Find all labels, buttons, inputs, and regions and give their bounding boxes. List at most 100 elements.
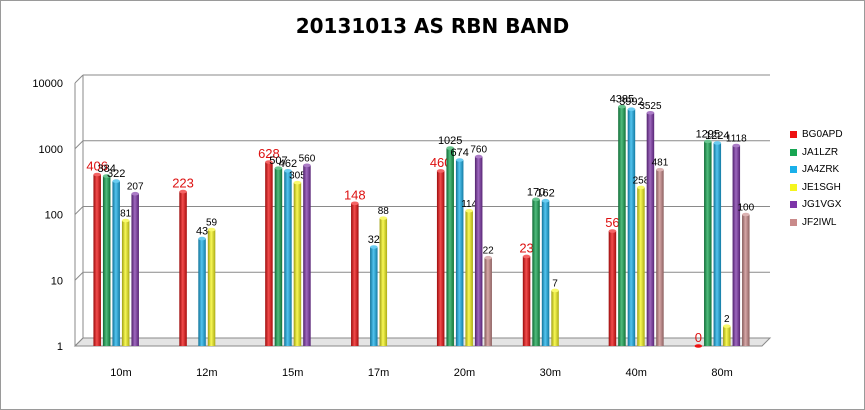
bar-cap — [627, 107, 636, 112]
legend-item: JA4ZRK — [790, 161, 843, 179]
legend-swatch — [790, 166, 797, 174]
bar-cap — [618, 104, 626, 109]
bar-bg0apd — [179, 191, 187, 346]
bar-ja4zrk — [455, 160, 464, 346]
y-tick-label: 10000 — [32, 78, 63, 90]
legend-label: JA4ZRK — [802, 164, 840, 176]
bar-cap — [465, 208, 473, 213]
bar-cap — [522, 254, 531, 259]
bar-jg1vgx — [303, 165, 311, 346]
bar-cap — [284, 168, 292, 173]
legend-item: JA1LZR — [790, 144, 843, 162]
bar-je1sgh — [121, 220, 130, 346]
bar-cap — [608, 229, 617, 233]
bar-bg0apd — [351, 203, 359, 346]
bar-cap — [93, 172, 101, 177]
data-label: 56 — [605, 215, 619, 230]
bar-je1sgh — [723, 326, 731, 346]
legend-swatch — [790, 183, 797, 191]
data-label: 170 — [527, 186, 545, 198]
bar-je1sgh — [207, 229, 216, 346]
legend-swatch — [790, 218, 797, 226]
bar-cap — [446, 146, 454, 150]
data-label: 322 — [107, 168, 125, 180]
bar-cap — [102, 174, 111, 178]
legend-label: JE1SGH — [802, 181, 841, 193]
bar-ja1lzr — [102, 176, 111, 346]
bar-ja1lzr — [704, 141, 712, 346]
gridline-diagonal — [74, 206, 84, 215]
bar-cap — [742, 212, 750, 217]
bar-cap — [541, 198, 550, 203]
legend-item: JG1VGX — [790, 196, 843, 214]
x-tick-label: 40m — [625, 367, 646, 379]
y-tick-label: 10 — [51, 275, 63, 287]
bar-ja4zrk — [541, 200, 550, 346]
bar-bg0apd — [608, 231, 617, 346]
data-label: 43 — [196, 226, 208, 238]
data-label: 507 — [269, 155, 287, 167]
bar-cap — [656, 167, 664, 172]
chart-legend: BG0APD JA1LZR JA4ZRK JE1SGH JG1VGX JF2IWL — [790, 126, 843, 231]
bar-cap — [370, 245, 378, 249]
data-label: 0 — [695, 330, 702, 345]
data-label: 22 — [483, 246, 495, 257]
bar-ja1lzr — [618, 106, 626, 346]
bar-cap — [293, 180, 302, 185]
bar-cap — [436, 169, 445, 173]
bar-ja4zrk — [370, 247, 378, 346]
y-tick-label: 1 — [57, 341, 63, 353]
data-label: 3992 — [619, 96, 643, 108]
legend-swatch — [790, 201, 797, 209]
x-tick-label: 12m — [196, 367, 217, 379]
bar-ja1lzr — [532, 199, 540, 346]
bar-jg1vgx — [131, 193, 139, 346]
bar-cap — [112, 179, 120, 183]
gridline-diagonal — [74, 74, 84, 84]
bar-ja4zrk — [284, 170, 292, 346]
bar-je1sgh — [379, 218, 388, 346]
data-label: 4385 — [610, 94, 634, 106]
bar-jg1vgx — [474, 156, 483, 346]
data-label: 628 — [258, 146, 280, 161]
legend-item: JF2IWL — [790, 214, 843, 232]
data-label: 1118 — [726, 134, 747, 145]
bar-cap — [704, 139, 712, 144]
bar-cap — [131, 191, 139, 196]
data-label: 59 — [206, 218, 218, 229]
bar-je1sgh — [637, 187, 645, 346]
data-label: 1025 — [438, 135, 462, 147]
bar-ja1lzr — [274, 168, 283, 346]
x-tick-label: 15m — [282, 367, 303, 379]
x-tick-label: 17m — [368, 367, 389, 379]
bar-je1sgh — [465, 210, 473, 346]
data-label: 32 — [368, 234, 380, 246]
data-label: 481 — [652, 158, 669, 169]
bar-jf2iwl — [742, 214, 750, 346]
data-label: 560 — [299, 153, 316, 164]
data-label: 7 — [552, 278, 558, 289]
data-label: 460 — [430, 155, 452, 170]
bar-je1sgh — [293, 182, 302, 346]
bar-je1sgh — [551, 290, 559, 346]
bar-cap — [532, 197, 540, 202]
y-tick-label: 100 — [45, 210, 63, 222]
chart-title: 20131013 AS RBN BAND — [295, 14, 570, 38]
bar-cap — [303, 163, 311, 168]
bar-jf2iwl — [484, 257, 492, 346]
bar-jg1vgx — [646, 112, 655, 346]
bar-cap — [732, 143, 741, 148]
bar-bg0apd — [265, 162, 273, 346]
bar-bg0apd — [522, 256, 531, 346]
x-tick-label: 10m — [110, 367, 131, 379]
data-label: 81 — [120, 209, 132, 220]
legend-swatch — [790, 131, 797, 139]
legend-item: BG0APD — [790, 126, 843, 144]
data-label: 760 — [470, 145, 487, 156]
data-label: 223 — [172, 176, 194, 191]
bar-cap — [474, 154, 483, 159]
gridline-diagonal — [74, 140, 84, 150]
x-tick-label: 20m — [454, 367, 475, 379]
bar-ja4zrk — [112, 181, 120, 346]
data-label: 114 — [461, 199, 477, 210]
